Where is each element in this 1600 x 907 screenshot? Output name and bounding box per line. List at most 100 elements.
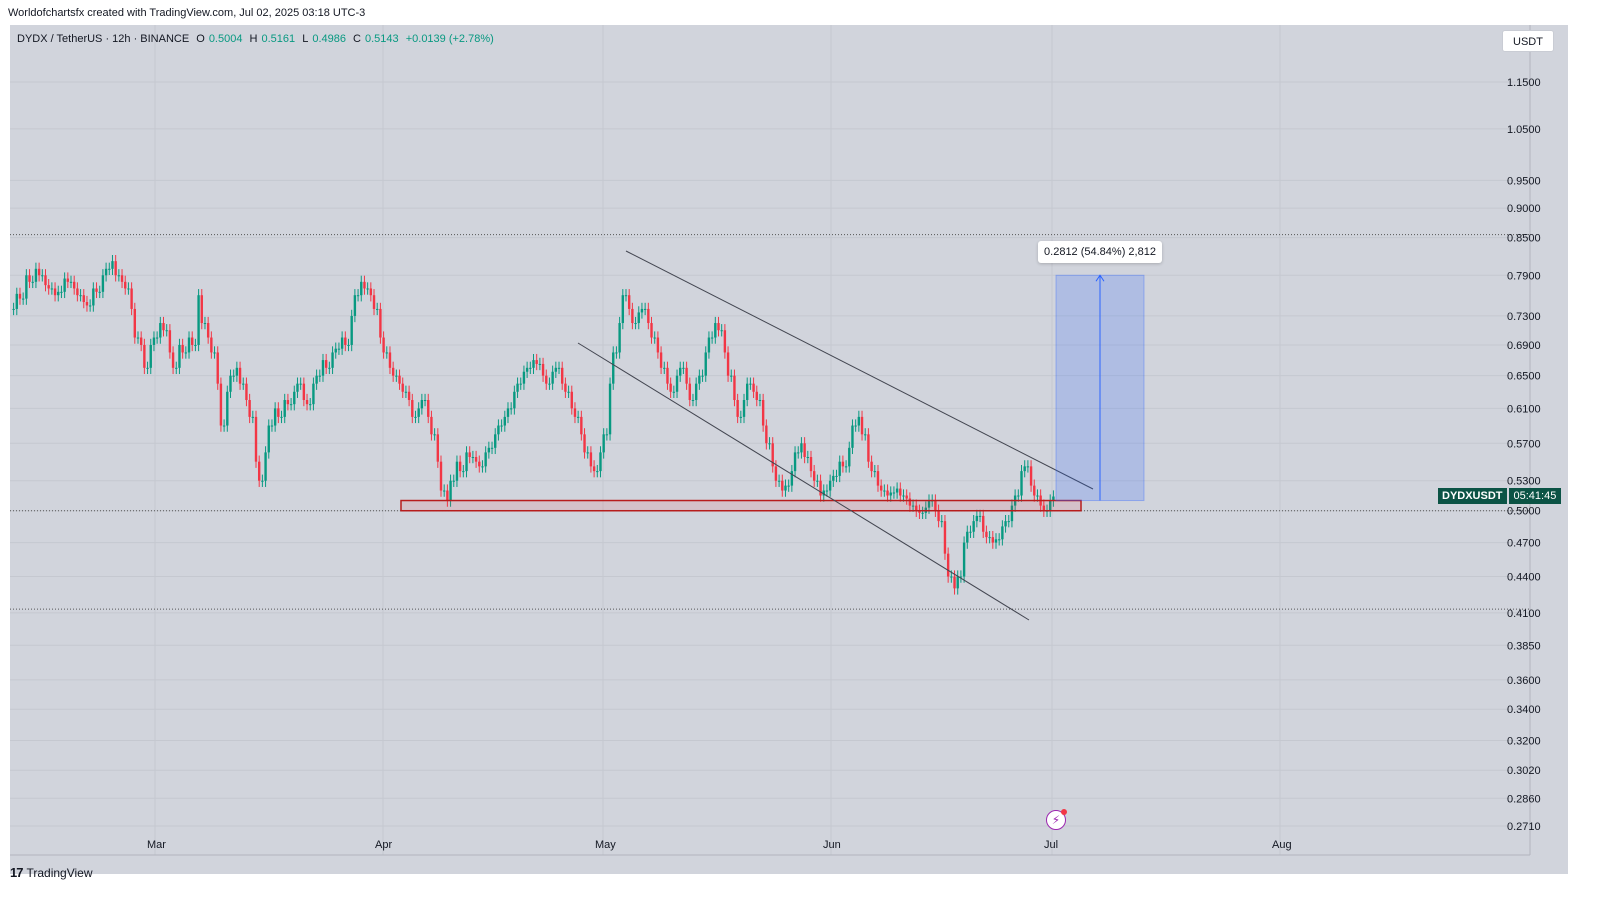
candle-body xyxy=(710,337,714,339)
candle-body xyxy=(404,391,408,393)
candle-body xyxy=(309,404,312,406)
candle-body xyxy=(988,537,991,539)
candle-body xyxy=(937,510,940,522)
candle-body xyxy=(589,452,593,467)
candle-body xyxy=(746,383,749,401)
price-tick-label: 0.7900 xyxy=(1507,270,1541,282)
candle-body xyxy=(596,471,599,473)
candle-body xyxy=(940,521,943,523)
candle-body xyxy=(889,492,892,496)
notification-dot xyxy=(1061,809,1067,815)
candle-body xyxy=(334,348,337,353)
candle-body xyxy=(879,485,883,491)
candle-body xyxy=(857,416,861,426)
candle-body xyxy=(353,295,357,316)
candle-body xyxy=(959,576,963,578)
candle-body xyxy=(895,488,899,493)
candle-body xyxy=(985,531,988,538)
candle-body xyxy=(98,291,101,293)
candle-body xyxy=(876,471,880,486)
candle-body xyxy=(567,391,570,393)
candle-body xyxy=(969,531,972,533)
symbol-name[interactable]: DYDX / TetherUS · 12h · BINANCE xyxy=(17,33,190,45)
candle-body xyxy=(564,383,567,392)
candle-body xyxy=(111,261,114,269)
candle-body xyxy=(376,308,379,310)
candle-body xyxy=(235,367,239,376)
candle-body xyxy=(707,337,711,353)
candle-body xyxy=(777,480,781,482)
candle-body xyxy=(828,480,832,491)
candle-body xyxy=(685,367,688,384)
candle-body xyxy=(296,383,299,392)
candle-body xyxy=(994,539,998,543)
candle-body xyxy=(771,443,774,467)
price-tick-label: 0.5300 xyxy=(1507,476,1541,488)
candle-body xyxy=(851,425,854,448)
candle-body xyxy=(918,510,921,513)
price-tick-label: 0.9000 xyxy=(1507,203,1541,215)
candle-body xyxy=(490,447,494,449)
candle-body xyxy=(704,352,707,376)
price-tick-label: 0.3600 xyxy=(1507,675,1541,687)
candle-body xyxy=(679,367,682,376)
candle-body xyxy=(647,308,650,324)
candle-body xyxy=(781,480,784,491)
lightning-icon[interactable]: ⚡ xyxy=(1046,809,1067,830)
currency-button[interactable]: USDT xyxy=(1502,30,1554,52)
price-tick-label: 1.1500 xyxy=(1507,77,1541,89)
candle-body xyxy=(50,288,54,290)
candle-body xyxy=(57,291,60,296)
candle-body xyxy=(612,352,615,384)
candle-body xyxy=(60,291,63,293)
candle-body xyxy=(286,400,290,405)
candle-body xyxy=(1052,496,1055,501)
candle-body xyxy=(130,288,133,309)
candle-body xyxy=(280,416,283,418)
candle-body xyxy=(1020,471,1023,496)
candle-body xyxy=(18,293,22,299)
candle-body xyxy=(82,295,85,303)
candle-body xyxy=(232,375,235,377)
candle-body xyxy=(627,295,631,309)
candle-body xyxy=(382,337,385,353)
candle-body xyxy=(494,434,497,448)
candle-body xyxy=(136,337,140,339)
candle-body xyxy=(79,295,82,297)
price-tick-label: 0.3850 xyxy=(1507,640,1541,652)
candle-body xyxy=(101,275,105,292)
support-zone-box xyxy=(400,499,1082,512)
candle-body xyxy=(152,337,156,345)
candle-body xyxy=(95,288,98,292)
candle-body xyxy=(155,337,159,339)
candle-body xyxy=(299,383,302,385)
symbol-header: DYDX / TetherUS · 12h · BINANCE O 0.5004 … xyxy=(17,33,498,45)
price-tick-label: 0.6100 xyxy=(1507,403,1541,415)
candle-body xyxy=(210,337,213,353)
candle-body xyxy=(812,471,816,481)
price-tick-label: 0.4100 xyxy=(1507,608,1541,620)
candle-body xyxy=(261,480,264,482)
candle-body xyxy=(675,375,679,392)
chart-caption: Worldofchartsfx created with TradingView… xyxy=(8,7,366,19)
candle-body xyxy=(640,308,644,313)
candle-body xyxy=(927,500,931,508)
candle-body xyxy=(561,367,564,384)
candle-body xyxy=(848,447,851,467)
candle-body xyxy=(761,400,765,426)
candle-body xyxy=(363,281,366,289)
price-tick-label: 0.3400 xyxy=(1507,704,1541,716)
candle-body xyxy=(682,367,685,369)
candle-body xyxy=(69,281,73,283)
candle-body xyxy=(417,408,420,417)
candle-body xyxy=(347,344,350,346)
tradingview-logo[interactable]: 17 TradingView xyxy=(10,865,93,880)
candle-body xyxy=(165,330,168,332)
candle-body xyxy=(312,383,315,405)
candle-body xyxy=(149,344,152,368)
candle-body xyxy=(340,337,344,349)
candle-body xyxy=(956,576,959,589)
candle-body xyxy=(736,400,739,417)
candle-body xyxy=(592,466,596,472)
